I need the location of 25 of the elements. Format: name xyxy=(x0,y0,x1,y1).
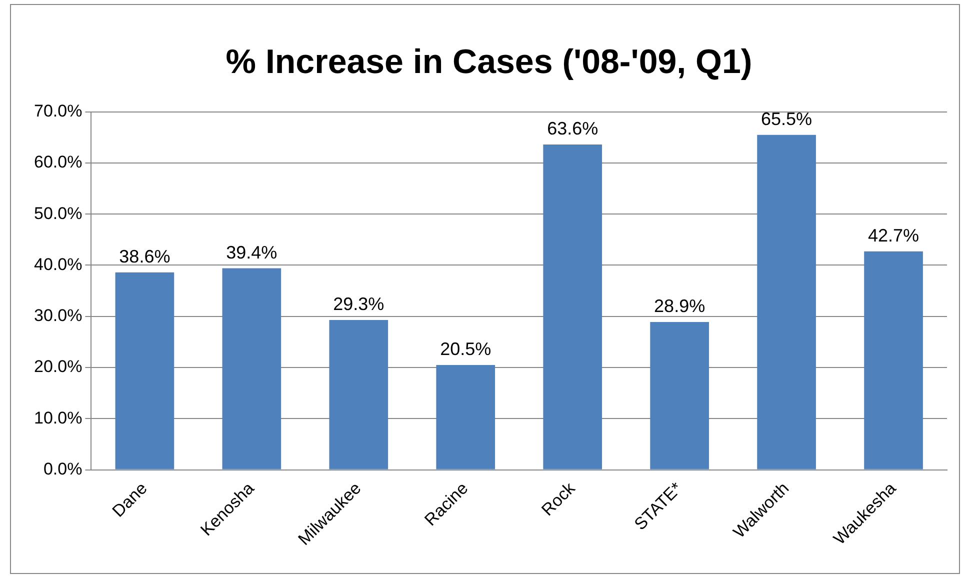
bar xyxy=(115,272,174,470)
y-tick-label: 0.0% xyxy=(43,459,82,478)
bar xyxy=(436,364,496,470)
data-label: 28.9% xyxy=(654,296,706,316)
data-label: 65.5% xyxy=(761,108,812,129)
bar xyxy=(329,320,388,470)
data-label: 39.4% xyxy=(226,242,278,262)
bar xyxy=(222,268,282,470)
y-tick-label: 10.0% xyxy=(34,408,82,428)
y-tick-label: 70.0% xyxy=(34,101,82,120)
y-tick-label: 30.0% xyxy=(34,306,82,326)
chart-title: % Increase in Cases ('08-'09, Q1) xyxy=(226,42,752,81)
y-tick-label: 60.0% xyxy=(34,152,82,172)
data-label: 38.6% xyxy=(119,246,170,266)
bar xyxy=(650,322,709,470)
data-label: 20.5% xyxy=(440,338,492,359)
y-tick-label: 20.0% xyxy=(34,357,82,376)
bar xyxy=(757,134,816,470)
y-tick-label: 40.0% xyxy=(34,254,82,274)
data-label: 29.3% xyxy=(333,294,384,314)
data-label: 63.6% xyxy=(547,118,598,138)
y-tick-label: 50.0% xyxy=(34,204,82,223)
bar xyxy=(864,251,923,470)
data-label: 42.7% xyxy=(868,225,920,246)
bar xyxy=(543,144,602,470)
